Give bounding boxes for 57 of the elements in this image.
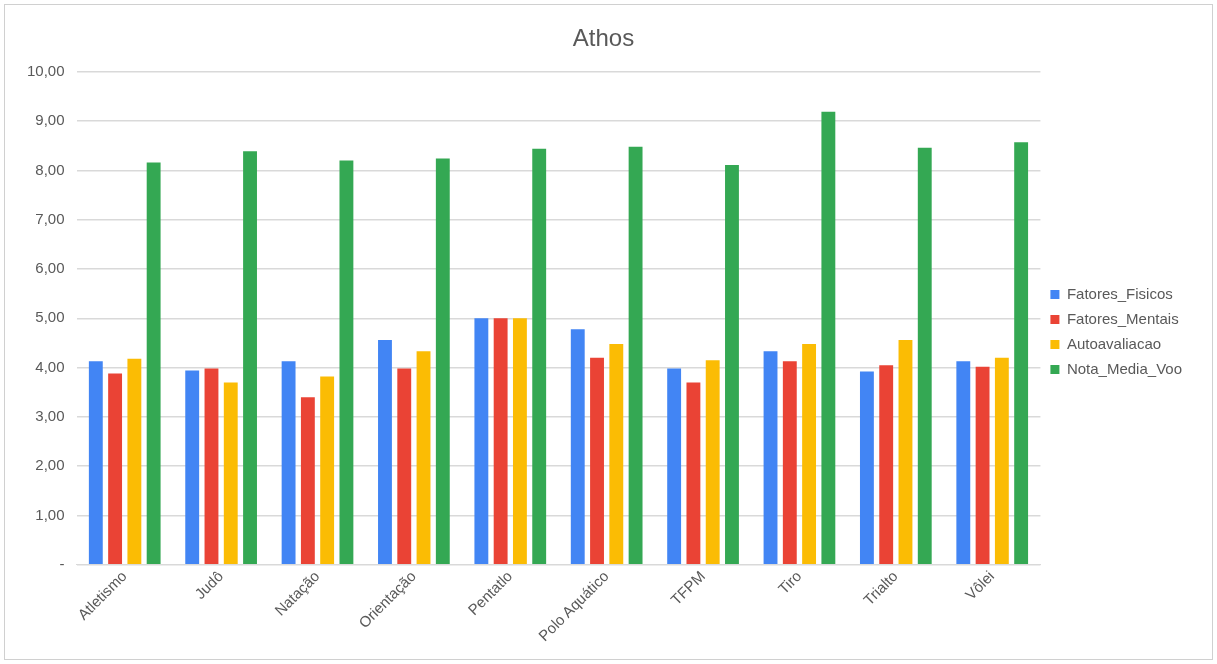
bar — [512, 318, 527, 565]
bar — [570, 329, 585, 565]
legend-label: Fatores_Fisicos — [1066, 284, 1173, 302]
bar — [108, 373, 123, 565]
bar — [956, 361, 971, 565]
bar — [185, 370, 200, 565]
bar — [763, 351, 778, 565]
y-tick-label: 10,00 — [26, 61, 65, 79]
bar — [821, 111, 836, 565]
bar — [88, 361, 103, 565]
legend-label: Fatores_Mentais — [1066, 309, 1179, 327]
y-tick-label: 1,00 — [35, 505, 65, 523]
bar — [879, 365, 894, 565]
bar — [898, 340, 913, 565]
bar — [628, 146, 643, 565]
bar — [590, 357, 604, 565]
y-tick-label: 6,00 — [35, 259, 65, 277]
bar — [378, 340, 392, 565]
legend-label: Autoavaliacao — [1066, 334, 1162, 352]
bar — [686, 382, 701, 565]
bar — [782, 361, 797, 565]
y-tick-label: 2,00 — [35, 456, 65, 474]
bar — [435, 158, 450, 565]
bar — [859, 371, 874, 565]
bar — [320, 376, 335, 565]
bar — [1014, 142, 1029, 565]
bar — [223, 382, 238, 565]
bar — [725, 164, 739, 565]
bar — [493, 318, 508, 565]
legend-label: Nota_Media_Voo — [1066, 359, 1183, 377]
bar — [994, 357, 1009, 565]
y-tick-label: 5,00 — [35, 308, 65, 326]
bar — [416, 351, 431, 565]
bar — [474, 318, 489, 565]
bar — [802, 343, 817, 565]
bar — [975, 366, 990, 565]
bar — [397, 368, 412, 565]
bar — [532, 148, 547, 565]
y-tick-label: 9,00 — [35, 111, 65, 129]
y-tick-label: 8,00 — [35, 160, 65, 178]
bar — [204, 368, 219, 565]
chart-title: Athos — [572, 24, 635, 52]
bar — [917, 147, 932, 565]
bar — [300, 397, 315, 565]
y-tick-label: 3,00 — [35, 407, 65, 425]
bar — [127, 358, 142, 565]
bar — [146, 162, 161, 565]
bar — [705, 360, 720, 565]
x-tick-label: Tiro — [774, 567, 805, 598]
bar — [339, 160, 354, 565]
bar — [281, 361, 296, 565]
bar — [243, 151, 257, 565]
y-tick-label: - — [59, 554, 65, 572]
y-tick-label: 7,00 — [35, 209, 65, 227]
y-tick-label: 4,00 — [35, 357, 65, 375]
bar — [667, 368, 682, 565]
bar — [609, 343, 624, 565]
